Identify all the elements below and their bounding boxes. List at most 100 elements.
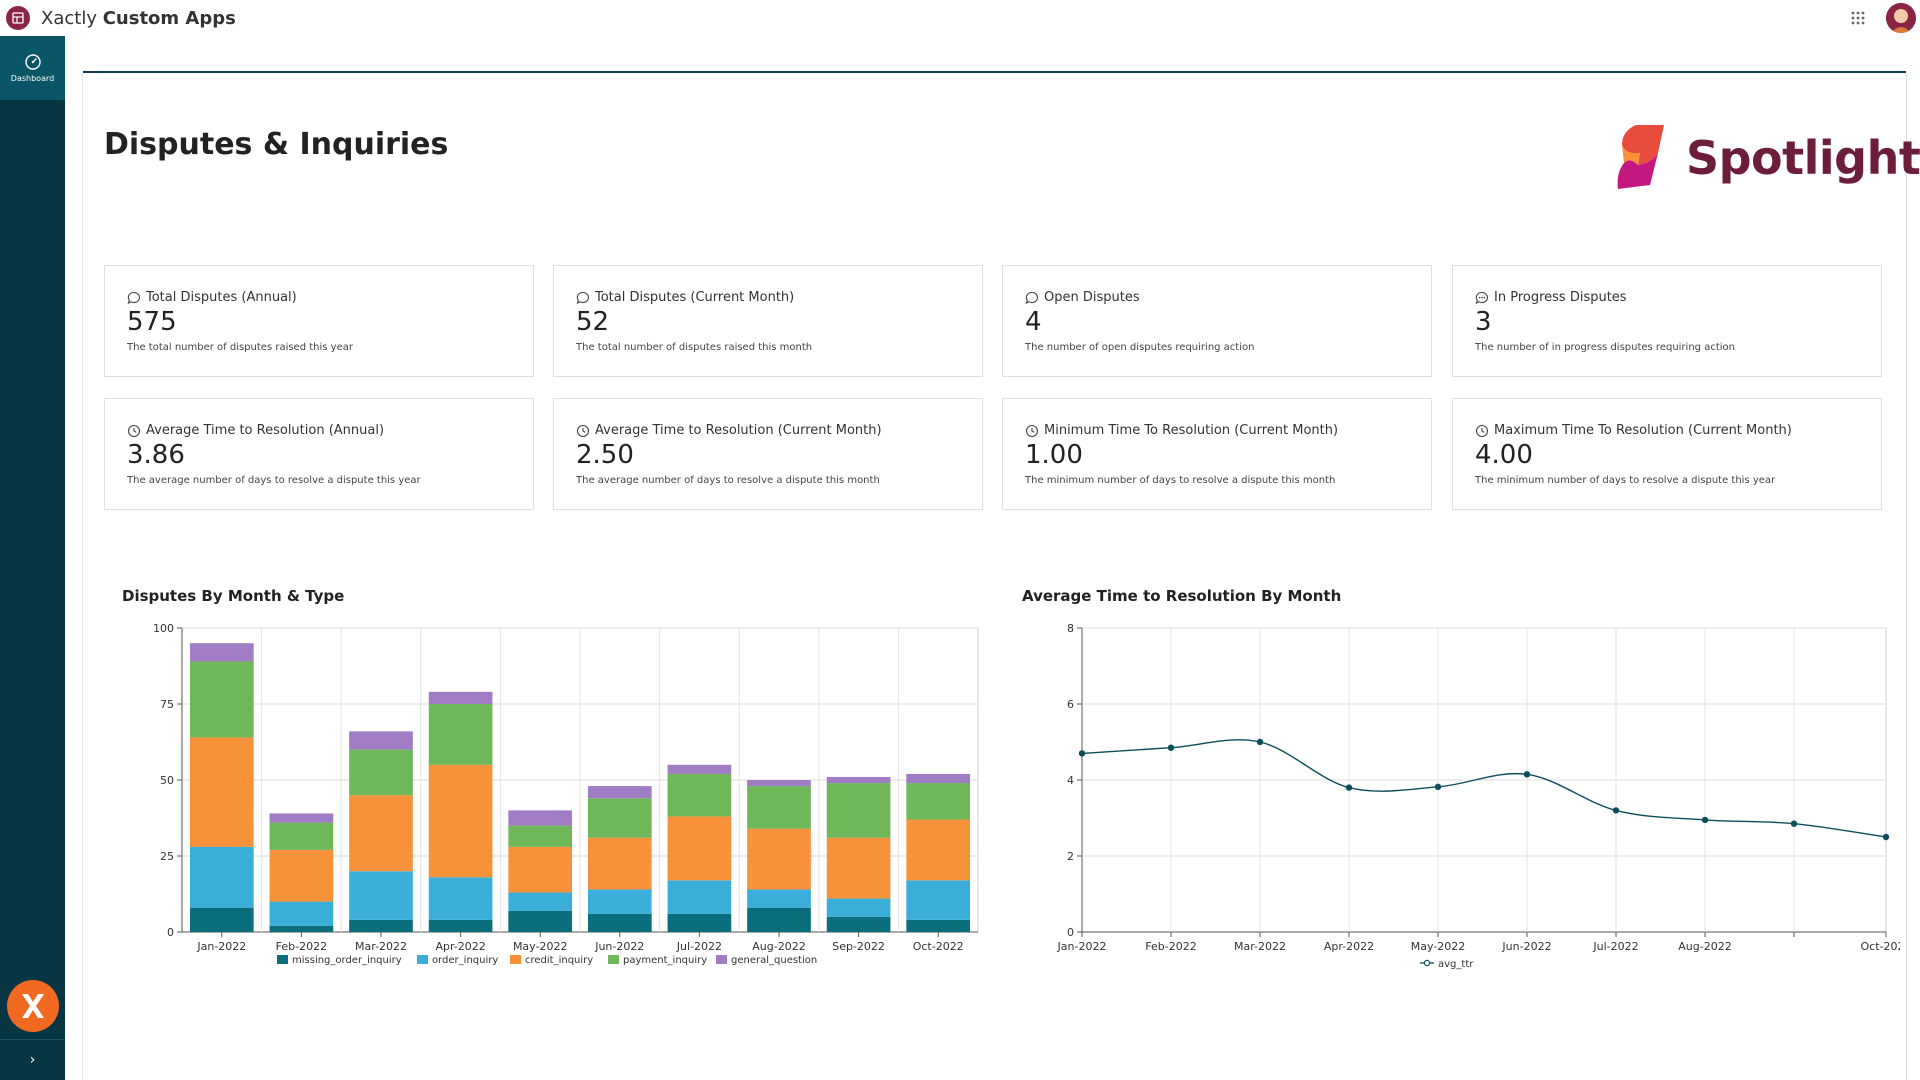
app-logo-icon[interactable]: [6, 6, 30, 30]
avg-ttr-point[interactable]: [1612, 807, 1620, 814]
x-tick-label: Jan-2022: [1057, 940, 1107, 953]
bar-payment_inquiry[interactable]: [269, 822, 334, 850]
sidebar-item-dashboard[interactable]: Dashboard: [0, 36, 65, 100]
bar-order_inquiry[interactable]: [667, 880, 732, 914]
metric-title: Total Disputes (Current Month): [576, 290, 794, 305]
bar-credit_inquiry[interactable]: [349, 795, 413, 872]
metric-card: Total Disputes (Annual) 575 The total numb…: [104, 265, 534, 377]
legend-label[interactable]: order_inquiry: [432, 955, 498, 966]
user-avatar[interactable]: [1886, 3, 1916, 33]
page-title: Disputes & Inquiries: [104, 127, 449, 162]
bar-payment_inquiry[interactable]: [906, 783, 971, 820]
bar-order_inquiry[interactable]: [269, 901, 334, 926]
avg-ttr-point[interactable]: [1078, 750, 1086, 757]
bar-order_inquiry[interactable]: [826, 898, 891, 917]
bar-missing_order_inquiry[interactable]: [906, 919, 971, 932]
metric-description: The number of open disputes requiring ac…: [1025, 342, 1255, 353]
bar-credit_inquiry[interactable]: [587, 837, 652, 890]
bar-missing_order_inquiry[interactable]: [428, 919, 493, 932]
bar-credit_inquiry[interactable]: [747, 828, 811, 890]
avg-ttr-point[interactable]: [1434, 783, 1442, 791]
bar-general_question[interactable]: [189, 643, 254, 662]
sidebar-item-label: Dashboard: [10, 74, 55, 83]
bar-payment_inquiry[interactable]: [747, 786, 811, 829]
metric-card: Total Disputes (Current Month) 52 The tota…: [553, 265, 983, 377]
bar-payment_inquiry[interactable]: [189, 661, 254, 738]
content-left-border: [82, 73, 83, 1080]
metric-card: In Progress Disputes 3 The number of in pr…: [1452, 265, 1882, 377]
avg-ttr-point[interactable]: [1167, 744, 1175, 751]
bar-general_question[interactable]: [826, 776, 891, 784]
bar-general_question[interactable]: [269, 813, 334, 823]
bar-general_question[interactable]: [667, 764, 732, 774]
bar-order_inquiry[interactable]: [906, 880, 971, 920]
metric-description: The total number of disputes raised this…: [127, 342, 353, 353]
apps-grid-icon[interactable]: [1850, 10, 1866, 26]
bar-missing_order_inquiry[interactable]: [189, 907, 254, 932]
bar-missing_order_inquiry[interactable]: [587, 913, 652, 932]
bar-missing_order_inquiry[interactable]: [667, 913, 732, 932]
legend-label[interactable]: credit_inquiry: [525, 955, 593, 966]
avg-ttr-point[interactable]: [1256, 738, 1264, 746]
bar-missing_order_inquiry[interactable]: [826, 916, 891, 932]
x-tick-label: Oct-2022: [1861, 940, 1900, 953]
bar-credit_inquiry[interactable]: [269, 849, 334, 902]
bar-credit_inquiry[interactable]: [826, 837, 891, 899]
bar-payment_inquiry[interactable]: [349, 749, 413, 796]
bar-missing_order_inquiry[interactable]: [349, 919, 413, 932]
x-tick-label: May-2022: [513, 940, 568, 953]
bar-credit_inquiry[interactable]: [189, 737, 254, 847]
bar-order_inquiry[interactable]: [747, 889, 811, 908]
bar-general_question[interactable]: [349, 731, 413, 750]
bar-order_inquiry[interactable]: [508, 892, 573, 911]
legend-label[interactable]: general_question: [731, 955, 817, 966]
bar-general_question[interactable]: [428, 691, 493, 704]
avg-ttr-point[interactable]: [1345, 784, 1353, 791]
expand-sidebar-button[interactable]: ›: [0, 1039, 65, 1080]
metric-value: 3: [1475, 307, 1492, 337]
x-tick-label: Aug-2022: [752, 940, 805, 953]
bar-general_question[interactable]: [906, 773, 971, 784]
metric-card: Maximum Time To Resolution (Current Mont…: [1452, 398, 1882, 510]
bar-order_inquiry[interactable]: [428, 877, 493, 920]
legend-marker: [1423, 959, 1431, 967]
bar-general_question[interactable]: [747, 780, 811, 787]
bar-chart-title: Disputes By Month & Type: [122, 587, 345, 605]
metric-title: Open Disputes: [1025, 290, 1140, 305]
bar-missing_order_inquiry[interactable]: [269, 925, 334, 932]
chevron-right-icon: ›: [29, 1052, 36, 1068]
metric-title: Total Disputes (Annual): [127, 290, 297, 305]
bar-payment_inquiry[interactable]: [428, 704, 493, 765]
content-right-border: [1906, 73, 1907, 1080]
avg-ttr-point[interactable]: [1882, 833, 1890, 841]
y-tick-label: 6: [1067, 698, 1074, 711]
bar-missing_order_inquiry[interactable]: [508, 910, 573, 932]
legend-label[interactable]: missing_order_inquiry: [292, 955, 402, 966]
bar-credit_inquiry[interactable]: [508, 846, 573, 893]
avg-ttr-point[interactable]: [1523, 771, 1531, 778]
bar-missing_order_inquiry[interactable]: [747, 907, 811, 932]
bar-general_question[interactable]: [508, 810, 573, 826]
bar-payment_inquiry[interactable]: [826, 783, 891, 838]
clock-icon: [1475, 424, 1489, 437]
metric-value: 1.00: [1025, 440, 1083, 470]
bar-order_inquiry[interactable]: [587, 889, 652, 914]
bar-general_question[interactable]: [587, 786, 652, 799]
bar-credit_inquiry[interactable]: [428, 764, 493, 878]
bar-credit_inquiry[interactable]: [667, 816, 732, 881]
bar-payment_inquiry[interactable]: [587, 798, 652, 838]
bar-credit_inquiry[interactable]: [906, 819, 971, 881]
metric-value: 2.50: [576, 440, 634, 470]
x-tick-label: Sep-2022: [832, 940, 885, 953]
bar-payment_inquiry[interactable]: [667, 773, 732, 817]
y-tick-label: 2: [1067, 850, 1074, 863]
avg-ttr-point[interactable]: [1790, 820, 1798, 827]
x-tick-label: Feb-2022: [276, 940, 327, 953]
legend-label[interactable]: payment_inquiry: [623, 955, 707, 966]
bar-order_inquiry[interactable]: [189, 846, 254, 908]
avg-ttr-point[interactable]: [1701, 816, 1709, 824]
xactly-logo-icon[interactable]: [7, 980, 59, 1032]
legend-label[interactable]: avg_ttr: [1438, 959, 1474, 970]
bar-order_inquiry[interactable]: [349, 871, 413, 920]
bar-payment_inquiry[interactable]: [508, 825, 573, 847]
